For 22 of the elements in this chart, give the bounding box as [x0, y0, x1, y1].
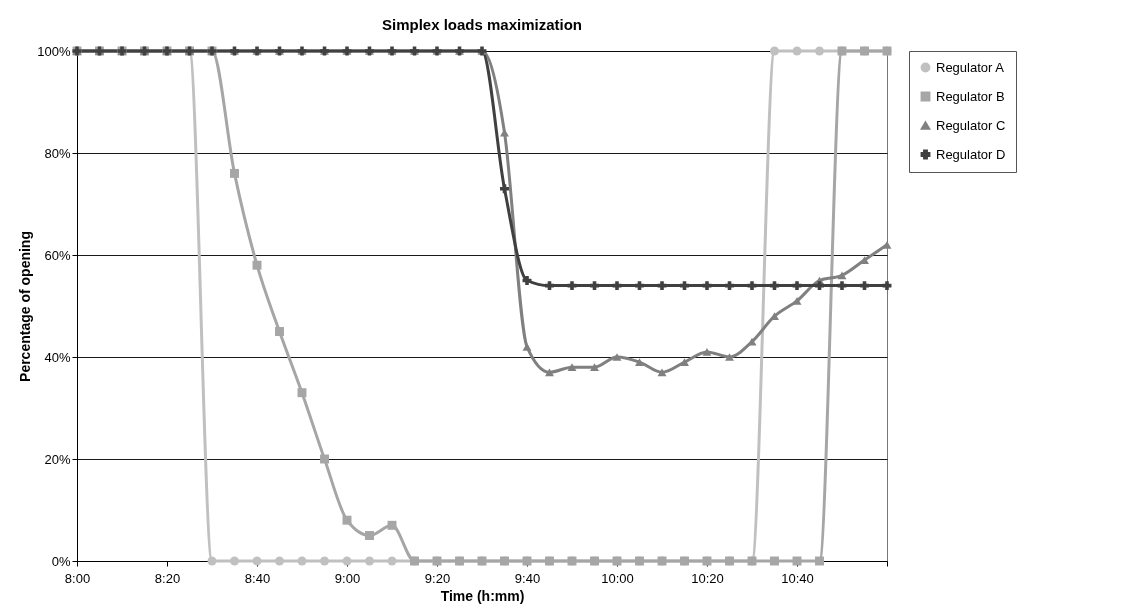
x-tick-label: 10:00	[601, 570, 634, 586]
x-axis-title: Time (h:mm)	[440, 587, 525, 604]
y-tick-label: 20%	[44, 451, 71, 467]
legend-label: Regulator B	[936, 88, 1005, 104]
y-tick-label: 60%	[44, 247, 71, 263]
y-tick-label: 40%	[44, 349, 71, 365]
y-tick-label: 0%	[51, 553, 71, 569]
x-tick-label: 9:00	[334, 570, 361, 586]
chart-title: Simplex loads maximization	[381, 16, 583, 33]
x-tick-label: 10:40	[781, 570, 814, 586]
legend-label: Regulator D	[936, 146, 1006, 162]
y-tick-label: 100%	[37, 43, 71, 59]
y-tick-label: 80%	[44, 145, 71, 161]
legend-label: Regulator A	[936, 59, 1005, 75]
x-tick-label: 10:20	[691, 570, 724, 586]
x-tick-label: 8:00	[64, 570, 91, 586]
x-tick-label: 9:20	[424, 570, 451, 586]
legend-label: Regulator C	[936, 117, 1006, 133]
y-axis-title: Percentage of opening	[17, 231, 34, 382]
x-tick-label: 9:40	[514, 570, 541, 586]
x-tick-label: 8:20	[154, 570, 181, 586]
x-tick-label: 8:40	[244, 570, 271, 586]
